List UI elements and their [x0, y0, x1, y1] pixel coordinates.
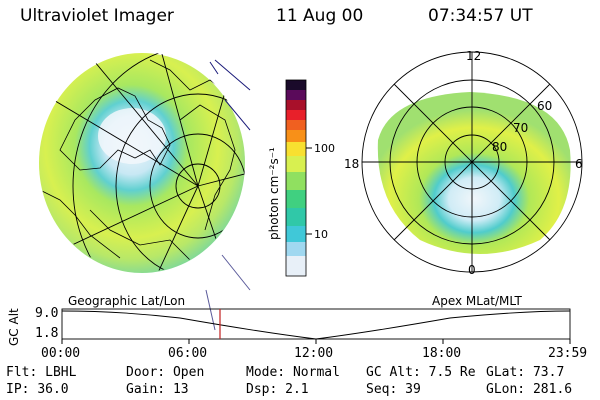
timeline-plot: GC Alt [7, 308, 571, 346]
timeline-axis-label: GC Alt [7, 308, 21, 346]
status-seq: Seq: 39 [366, 382, 421, 397]
timeline-tick-1: 06:00 [168, 346, 208, 361]
status-mode: Mode: Normal [246, 365, 340, 380]
polar-label-lat80: 80 [492, 140, 507, 154]
status-glat: GLat: 73.7 [486, 365, 565, 380]
polar-label-lat70: 70 [513, 121, 528, 135]
timeline-tick-0: 00:00 [41, 346, 81, 361]
colorbar-unit-label: photon cm⁻²s⁻¹ [267, 147, 281, 240]
polar-label-dawn: 6 [575, 157, 583, 171]
colorbar-tick-10: 10 [314, 228, 328, 241]
status-flt: Flt: LBHL [6, 365, 77, 380]
left-panel-caption: Geographic Lat/Lon [68, 294, 186, 308]
status-gain: Gain: 13 [126, 382, 189, 397]
status-dsp: Dsp: 2.1 [246, 382, 309, 397]
geographic-map [39, 52, 251, 331]
polar-label-dusk: 18 [344, 157, 359, 171]
status-door: Door: Open [126, 365, 205, 380]
timeline-tick-3: 18:00 [422, 346, 462, 361]
timeline-y-top: 9.0 [35, 306, 59, 321]
timeline-y-bottom: 1.8 [35, 326, 59, 341]
timeline-tick-4: 23:59 [548, 346, 588, 361]
polar-label-midnight: 0 [468, 263, 476, 277]
right-panel-caption: Apex MLat/MLT [432, 294, 522, 308]
polar-plot: 12 0 6 18 60 70 80 [344, 49, 583, 277]
polar-label-noon: 12 [466, 49, 481, 63]
timeline-tick-2: 12:00 [294, 346, 334, 361]
image-date: 11 Aug 00 [276, 6, 364, 26]
instrument-title: Ultraviolet Imager [20, 6, 174, 26]
image-time: 07:34:57 UT [428, 6, 533, 26]
colorbar: 100 10 photon cm⁻²s⁻¹ [267, 79, 335, 277]
status-glon: GLon: 281.6 [486, 382, 573, 397]
status-ip: IP: 36.0 [6, 382, 69, 397]
status-gc-alt: GC Alt: 7.5 Re [366, 365, 476, 380]
colorbar-tick-100: 100 [314, 142, 335, 155]
polar-label-lat60: 60 [537, 99, 552, 113]
